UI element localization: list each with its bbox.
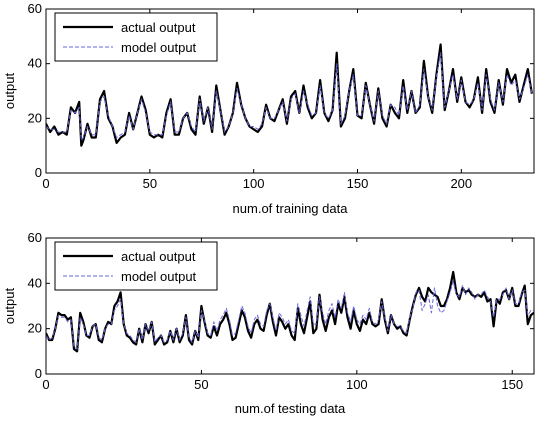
- y-axis-label: output: [2, 73, 17, 110]
- y-axis-label: output: [2, 288, 17, 325]
- legend-label-actual: actual output: [121, 249, 196, 264]
- y-tick-label: 60: [28, 230, 42, 245]
- y-tick-label: 20: [28, 321, 42, 336]
- series-line-model: [46, 52, 533, 141]
- legend-box: [54, 12, 218, 62]
- x-tick-label: 100: [243, 176, 265, 191]
- series-line-actual: [46, 270, 534, 353]
- y-tick-label: 20: [28, 110, 42, 125]
- x-tick-label: 200: [450, 176, 472, 191]
- y-tick-label: 60: [28, 1, 42, 16]
- y-tick-label: 0: [35, 165, 42, 180]
- x-tick-label: 150: [347, 176, 369, 191]
- y-tick-label: 40: [28, 275, 42, 290]
- chart-panel-1: 0 50 100 150 200 0 20 40 60 num.of training data o…: [2, 1, 535, 216]
- series-line-model: [46, 280, 534, 350]
- x-tick-label: 0: [42, 176, 49, 191]
- x-tick-label: 150: [501, 377, 523, 392]
- legend-label-model: model output: [121, 40, 197, 55]
- y-tick-label: 40: [28, 56, 42, 71]
- x-tick-label: 100: [346, 377, 368, 392]
- chart-panel-2: 0 50 100 150 0 20 40 60 num.of testing data outpu…: [2, 230, 535, 416]
- plot-area-frame: [45, 8, 535, 174]
- x-tick-label: 50: [194, 377, 208, 392]
- legend-label-model: model output: [121, 269, 197, 284]
- legend-box: [54, 241, 218, 291]
- x-axis-label: num.of testing data: [235, 401, 346, 416]
- x-axis-label: num.of training data: [233, 201, 349, 216]
- x-tick-label: 0: [42, 377, 49, 392]
- y-tick-label: 0: [35, 366, 42, 381]
- x-tick-label: 50: [143, 176, 157, 191]
- legend-label-actual: actual output: [121, 20, 196, 35]
- plot-area-frame: [45, 237, 535, 375]
